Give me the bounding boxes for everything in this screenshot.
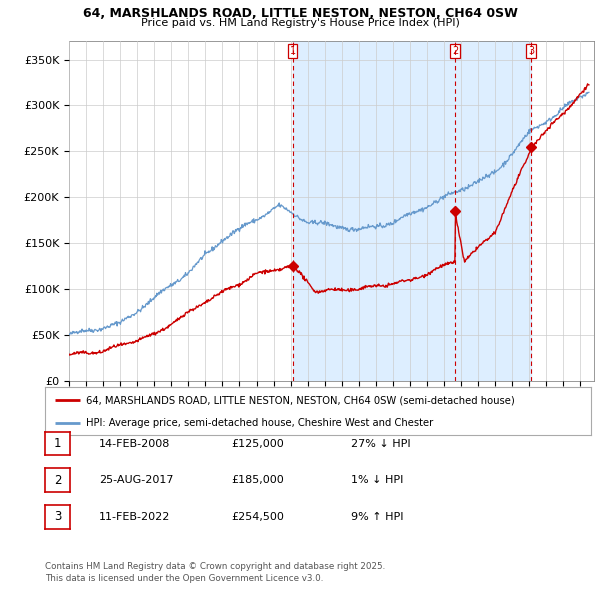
Text: £254,500: £254,500	[231, 512, 284, 522]
Text: Contains HM Land Registry data © Crown copyright and database right 2025.
This d: Contains HM Land Registry data © Crown c…	[45, 562, 385, 583]
Bar	[455, 41, 531, 381]
Text: 11-FEB-2022: 11-FEB-2022	[99, 512, 170, 522]
Text: 1: 1	[54, 437, 61, 450]
Text: 3: 3	[54, 510, 61, 523]
Text: 2: 2	[54, 474, 61, 487]
Text: 64, MARSHLANDS ROAD, LITTLE NESTON, NESTON, CH64 0SW (semi-detached house): 64, MARSHLANDS ROAD, LITTLE NESTON, NEST…	[86, 395, 515, 405]
Text: £185,000: £185,000	[231, 476, 284, 485]
Text: 25-AUG-2017: 25-AUG-2017	[99, 476, 173, 485]
Text: £125,000: £125,000	[231, 439, 284, 448]
Text: HPI: Average price, semi-detached house, Cheshire West and Chester: HPI: Average price, semi-detached house,…	[86, 418, 433, 428]
Text: 3: 3	[528, 46, 535, 56]
Text: 64, MARSHLANDS ROAD, LITTLE NESTON, NESTON, CH64 0SW: 64, MARSHLANDS ROAD, LITTLE NESTON, NEST…	[83, 7, 517, 20]
Text: 27% ↓ HPI: 27% ↓ HPI	[351, 439, 410, 448]
Text: Price paid vs. HM Land Registry's House Price Index (HPI): Price paid vs. HM Land Registry's House …	[140, 18, 460, 28]
Text: 1: 1	[290, 46, 296, 56]
Text: 2: 2	[452, 46, 458, 56]
Text: 9% ↑ HPI: 9% ↑ HPI	[351, 512, 404, 522]
Bar	[293, 41, 455, 381]
Text: 1% ↓ HPI: 1% ↓ HPI	[351, 476, 403, 485]
Text: 14-FEB-2008: 14-FEB-2008	[99, 439, 170, 448]
